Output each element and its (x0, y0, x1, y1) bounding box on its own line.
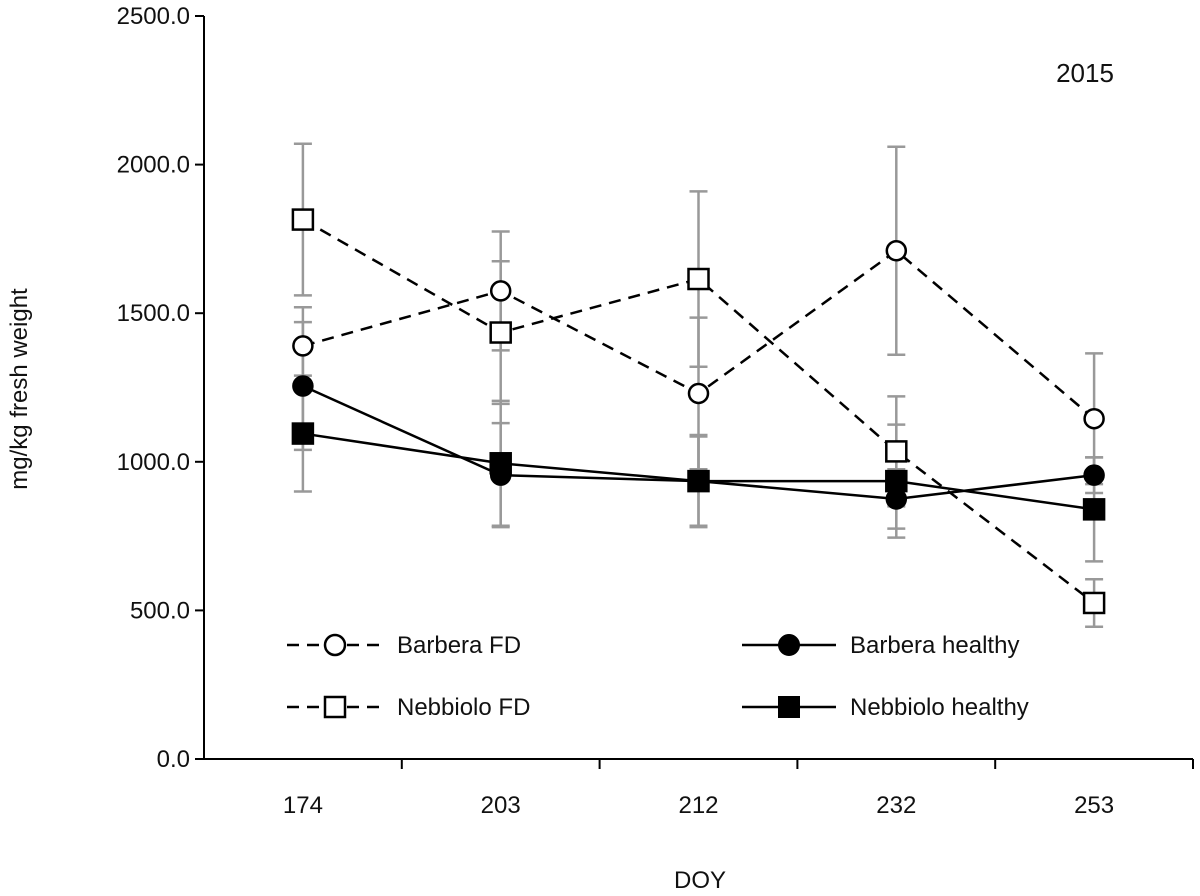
y-tick-label: 1000.0 (117, 449, 190, 476)
legend-marker-nebbiolo-fd (323, 695, 347, 719)
legend-item-barbera-healthy: Barbera healthy (742, 632, 1019, 659)
marker-barbera-fd (292, 335, 314, 357)
x-axis-title: DOY (674, 867, 726, 894)
y-axis-title: mg/kg fresh weight (6, 288, 33, 490)
x-tick-label: 232 (876, 792, 916, 819)
y-tick-label: 2000.0 (117, 152, 190, 179)
marker-nebbiolo-healthy (885, 469, 908, 493)
marker-barbera-healthy (1083, 464, 1105, 486)
legend-marker-barbera-healthy (778, 634, 800, 656)
axes (195, 15, 1194, 769)
data-markers (291, 208, 1106, 615)
series-line-nebbiolo-fd (302, 218, 1095, 604)
legend-item-nebbiolo-fd: Nebbiolo FD (287, 694, 530, 721)
marker-nebbiolo-healthy (489, 452, 512, 475)
legend-marker-barbera-fd (323, 633, 347, 657)
year-annotation: 2015 (1056, 58, 1114, 88)
legend-label-nebbiolo-fd: Nebbiolo FD (397, 694, 530, 721)
x-tick-label: 174 (283, 792, 323, 819)
marker-nebbiolo-fd (489, 321, 512, 344)
legend: Barbera FD Barbera healthy Nebbiolo FD N… (287, 632, 1029, 721)
marker-barbera-healthy (292, 375, 314, 397)
marker-barbera-fd (885, 240, 908, 262)
marker-barbera-fd (1083, 407, 1105, 430)
x-tick-label: 212 (678, 792, 718, 819)
legend-item-nebbiolo-healthy: Nebbiolo healthy (742, 694, 1029, 721)
marker-nebbiolo-fd (291, 208, 315, 231)
marker-nebbiolo-healthy (1082, 498, 1106, 521)
legend-marker-nebbiolo-healthy (778, 696, 800, 718)
legend-label-barbera-healthy: Barbera healthy (850, 632, 1019, 659)
legend-item-barbera-fd: Barbera FD (287, 632, 521, 659)
marker-nebbiolo-healthy (687, 469, 710, 493)
y-tick-label: 1500.0 (117, 300, 190, 327)
y-tick-label: 2500.0 (117, 3, 190, 30)
marker-nebbiolo-fd (885, 440, 908, 463)
marker-nebbiolo-healthy (291, 422, 315, 445)
legend-label-nebbiolo-healthy: Nebbiolo healthy (850, 694, 1029, 721)
marker-barbera-fd (489, 280, 512, 302)
x-tick-label: 203 (481, 792, 521, 819)
legend-label-barbera-fd: Barbera FD (397, 632, 521, 659)
marker-nebbiolo-fd (1082, 591, 1106, 615)
y-tick-label: 0.0 (157, 746, 190, 773)
tick-labels: 0.0 500.0 1000.0 1500.0 2000.0 2500.0 174 203 21… (117, 3, 1115, 819)
x-tick-label: 253 (1074, 792, 1114, 819)
marker-barbera-fd (687, 382, 710, 405)
y-tick-label: 500.0 (130, 597, 190, 624)
marker-nebbiolo-fd (687, 267, 710, 291)
